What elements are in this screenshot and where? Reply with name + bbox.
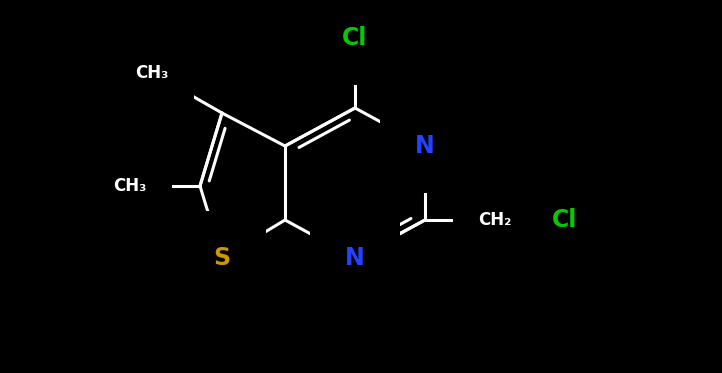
Text: CH₃: CH₃: [113, 177, 147, 195]
Text: N: N: [415, 134, 435, 158]
Text: S: S: [214, 246, 230, 270]
Text: Cl: Cl: [552, 208, 578, 232]
Text: Cl: Cl: [342, 26, 367, 50]
Text: CH₂: CH₂: [478, 211, 512, 229]
Text: CH₃: CH₃: [135, 64, 169, 82]
Text: N: N: [345, 246, 365, 270]
